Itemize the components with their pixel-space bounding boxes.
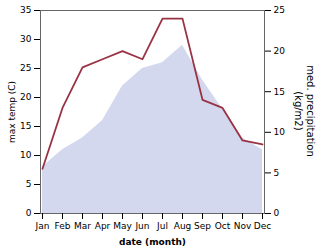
svg-text:5: 5 bbox=[274, 168, 280, 178]
svg-text:Apr: Apr bbox=[95, 221, 111, 231]
svg-text:0: 0 bbox=[26, 208, 32, 218]
svg-text:Nov: Nov bbox=[234, 221, 252, 231]
svg-text:Aug: Aug bbox=[174, 221, 192, 231]
svg-text:20: 20 bbox=[20, 92, 32, 102]
svg-text:date (month): date (month) bbox=[119, 237, 186, 247]
svg-text:15: 15 bbox=[20, 121, 31, 131]
svg-text:Feb: Feb bbox=[55, 221, 71, 231]
svg-text:Sep: Sep bbox=[194, 221, 211, 231]
svg-text:10: 10 bbox=[20, 150, 32, 160]
svg-text:25: 25 bbox=[274, 5, 285, 15]
svg-text:max temp (C): max temp (C) bbox=[7, 81, 17, 143]
svg-text:Jul: Jul bbox=[156, 221, 168, 231]
svg-text:Dec: Dec bbox=[254, 221, 271, 231]
svg-text:0: 0 bbox=[274, 208, 280, 218]
svg-text:Jun: Jun bbox=[134, 221, 149, 231]
svg-text:May: May bbox=[113, 221, 132, 231]
svg-text:10: 10 bbox=[274, 127, 286, 137]
svg-text:15: 15 bbox=[274, 87, 285, 97]
svg-text:20: 20 bbox=[274, 46, 286, 56]
svg-text:35: 35 bbox=[20, 5, 31, 15]
svg-text:Mar: Mar bbox=[74, 221, 91, 231]
svg-text:Jan: Jan bbox=[35, 221, 50, 231]
html-text:med. precipitation (kg/m2): med. precipitation (kg/m2) bbox=[293, 65, 316, 157]
svg-text:25: 25 bbox=[20, 63, 31, 73]
svg-text:5: 5 bbox=[26, 179, 32, 189]
svg-text:30: 30 bbox=[20, 34, 32, 44]
svg-text:Oct: Oct bbox=[215, 221, 231, 231]
